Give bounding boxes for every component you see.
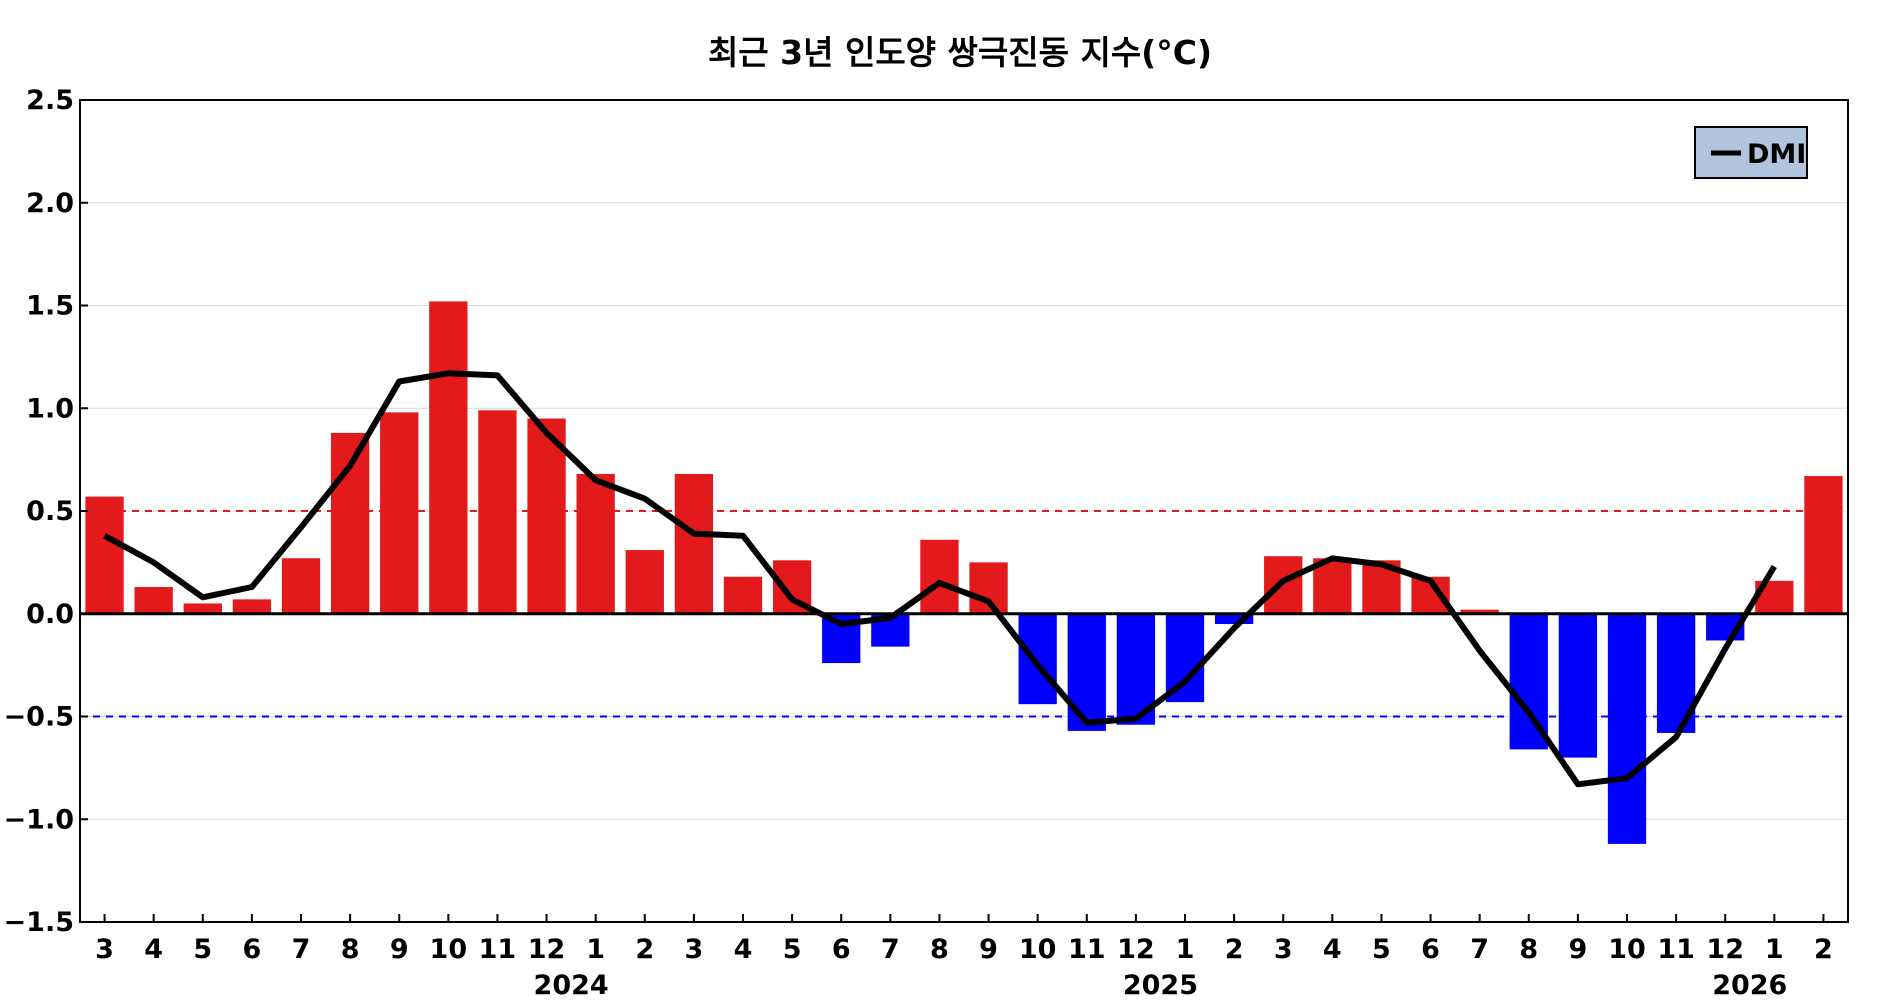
dmi-bar [281, 558, 321, 614]
chart-title: 최근 3년 인도양 쌍극진동 지수(°C) [708, 33, 1212, 72]
x-year-label: 2025 [1123, 970, 1198, 1000]
dmi-bar [85, 496, 124, 614]
dmi-bar [920, 539, 959, 614]
dmi-bar [429, 301, 468, 614]
x-tick-label: 8 [1519, 934, 1538, 965]
dmi-bar [134, 587, 173, 614]
legend: DMI [1694, 126, 1808, 179]
y-tick-label: 1.5 [26, 291, 74, 322]
dmi-bar [576, 474, 615, 614]
dmi-bar [1214, 613, 1254, 625]
x-tick-label: 5 [193, 934, 212, 965]
legend-box [1694, 126, 1808, 179]
dmi-bar [625, 550, 664, 614]
dmi-bar [380, 412, 419, 614]
dmi-bar [527, 418, 566, 614]
dmi-line-layer [103, 370, 1777, 788]
x-tick-label: 4 [1323, 934, 1342, 965]
y-tick-label: 2.0 [26, 188, 74, 219]
x-tick-label: 4 [734, 934, 753, 965]
x-tick-label: 5 [783, 934, 802, 965]
dmi-bar [1804, 476, 1843, 614]
x-tick-label: 1 [586, 934, 605, 965]
x-tick-label: 10 [1608, 934, 1646, 965]
y-axis: 2.5 2.0 1.5 1.0 0.5 0.0 −0.5 −1.0 −1.5 [4, 85, 88, 938]
dmi-bar [1067, 613, 1106, 731]
x-tick-label: 11 [479, 934, 517, 965]
y-tick-label: −0.5 [4, 702, 74, 733]
x-tick-label: 4 [144, 934, 163, 965]
x-tick-label: 10 [430, 934, 468, 965]
x-tick-label: 10 [1019, 934, 1057, 965]
y-tick-label: −1.0 [4, 804, 74, 835]
y-tick-label: 1.0 [26, 393, 74, 424]
reference-lines [80, 510, 1848, 718]
x-tick-label: 6 [1421, 934, 1440, 965]
x-tick-label: 8 [930, 934, 949, 965]
dmi-bar [723, 576, 763, 614]
x-axis: 3 4 5 6 7 8 9 10 11 12 1 2 3 4 5 6 7 8 9 10 11 12 1 2 3 4 5 6 7 8 9 10 1… [95, 914, 1833, 1001]
x-tick-label: 3 [1274, 934, 1293, 965]
dmi-bar [1607, 613, 1647, 844]
dmi-bar [232, 599, 272, 614]
y-tick-label: 0.0 [26, 599, 74, 630]
x-tick-label: 2 [635, 934, 654, 965]
bars-layer [85, 301, 1843, 844]
dmi-line [103, 370, 1777, 788]
dmi-bar [1460, 609, 1499, 614]
x-tick-label: 7 [1470, 934, 1489, 965]
x-tick-label: 7 [881, 934, 900, 965]
x-tick-label: 6 [242, 934, 261, 965]
x-year-label: 2024 [534, 970, 609, 1000]
x-tick-label: 2 [1814, 934, 1833, 965]
x-tick-label: 11 [1068, 934, 1106, 965]
legend-label-dmi: DMI [1747, 139, 1806, 170]
x-tick-label: 12 [528, 934, 566, 965]
x-tick-label: 8 [341, 934, 360, 965]
dmi-bar [1018, 613, 1057, 705]
x-tick-label: 12 [1706, 934, 1744, 965]
x-tick-label: 9 [390, 934, 409, 965]
dmi-bar [1165, 613, 1205, 703]
y-tick-label: 2.5 [26, 85, 74, 116]
dmi-bar [183, 603, 222, 614]
x-tick-label: 1 [1765, 934, 1784, 965]
dmi-bar [478, 410, 517, 614]
x-tick-label: 1 [1176, 934, 1195, 965]
x-tick-label: 6 [832, 934, 851, 965]
y-tick-label: −1.5 [4, 907, 74, 938]
x-tick-label: 3 [95, 934, 114, 965]
x-tick-label: 12 [1117, 934, 1155, 965]
dmi-bar [674, 474, 714, 614]
dmi-bar [1558, 613, 1598, 758]
x-year-label: 2026 [1712, 970, 1787, 1000]
x-tick-label: 3 [684, 934, 703, 965]
x-tick-label: 11 [1657, 934, 1695, 965]
x-tick-label: 2 [1225, 934, 1244, 965]
x-tick-label: 5 [1372, 934, 1391, 965]
x-tick-label: 9 [979, 934, 998, 965]
y-tick-label: 0.5 [26, 496, 74, 527]
x-tick-label: 7 [292, 934, 311, 965]
dmi-bar [1313, 558, 1352, 614]
x-tick-label: 9 [1568, 934, 1587, 965]
